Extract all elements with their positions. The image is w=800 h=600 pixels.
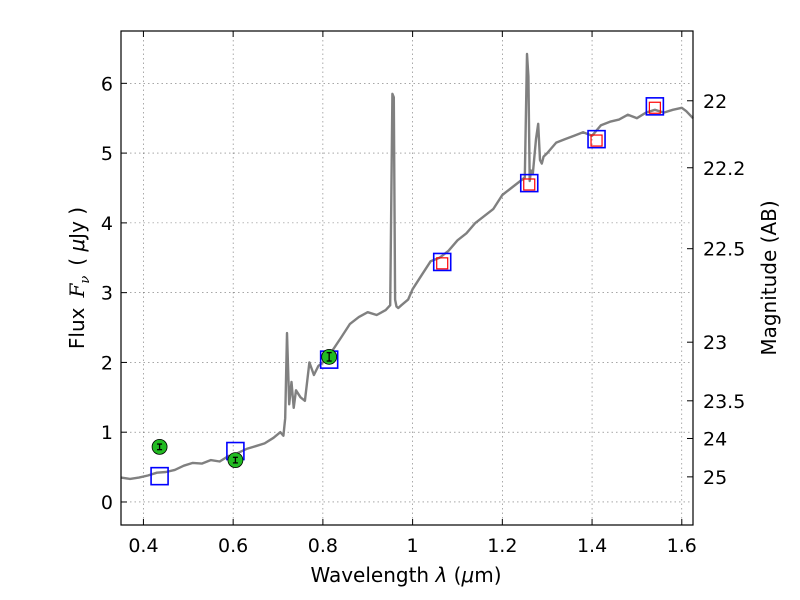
model-point-square (519, 173, 539, 193)
model-point-square (150, 466, 169, 486)
model-point-square (645, 97, 665, 116)
spectrum-line (120, 52, 694, 481)
magnitude-tick-label: 22 (703, 91, 727, 113)
x-tick-label: 0.4 (128, 535, 158, 557)
y-tick-label: 3 (101, 283, 113, 305)
synthetic-point-square (648, 101, 661, 114)
plot-frame (120, 30, 694, 526)
spectrum-layer (120, 52, 694, 481)
y-axis-label: FluxFν( μJy ) (65, 207, 93, 349)
magnitude-tick-label: 22.5 (703, 239, 745, 261)
y-tick-label: 4 (101, 213, 113, 235)
magnitude-tick-label: 25 (703, 467, 727, 489)
magnitude-tick-label: 22.2 (703, 158, 745, 180)
synthetic-point-square (590, 134, 603, 147)
x-tick-label: 1.4 (577, 535, 607, 557)
x-tick-label: 0.8 (308, 535, 338, 557)
x-tick-label: 0.6 (218, 535, 248, 557)
model-point-square (432, 252, 452, 272)
synthetic-point-square (523, 178, 536, 191)
y-tick-label: 2 (101, 352, 113, 374)
marker-layer (150, 97, 665, 486)
tick-layer: 0.4 0.6 0.8 1 1.2 1.4 1.601234562222.222.52323… (101, 31, 745, 557)
x-tick-label: 1.2 (487, 535, 517, 557)
synthetic-point-square (436, 257, 449, 270)
grid-layer (121, 31, 693, 525)
y-tick-label: 6 (101, 73, 113, 95)
x-tick-label: 1 (407, 535, 419, 557)
x-axis-label: Wavelength λ (μm) (310, 563, 501, 587)
y-tick-label: 5 (101, 143, 113, 165)
magnitude-tick-label: 23 (703, 332, 727, 354)
model-point-square (587, 129, 606, 149)
y-tick-label: 1 (101, 422, 113, 444)
magnitude-axis-label: Magnitude (AB) (757, 200, 781, 355)
x-tick-label: 1.6 (667, 535, 697, 557)
magnitude-tick-label: 23.5 (703, 391, 745, 413)
y-tick-label: 0 (101, 492, 113, 514)
magnitude-tick-label: 24 (703, 428, 727, 450)
